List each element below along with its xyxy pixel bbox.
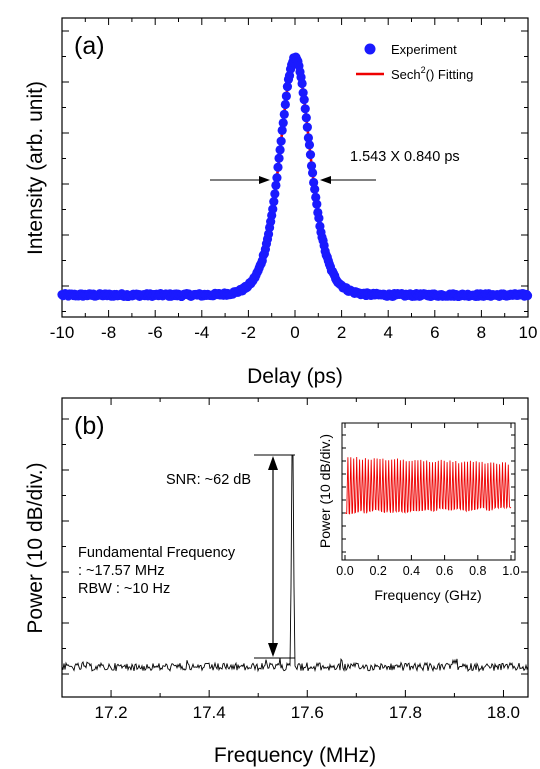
experiment-point xyxy=(277,125,287,136)
fitting-curve xyxy=(62,56,528,297)
experiment-point xyxy=(270,189,280,199)
panel-a-label: (a) xyxy=(74,32,105,60)
experiment-point xyxy=(275,145,285,155)
legend-label-fitting-main: Sech xyxy=(391,67,421,82)
inset-x-tick-label: 0.0 xyxy=(336,564,353,578)
experiment-point xyxy=(307,168,318,178)
legend-label-fitting-rest: () Fitting xyxy=(426,67,474,82)
inset-spectrum-series xyxy=(344,456,512,515)
b-x-tick-label: 17.2 xyxy=(95,703,128,722)
inset-ticks xyxy=(342,423,515,560)
inset-x-tick-labels: 0.0 0.2 0.4 0.6 0.8 1.0 xyxy=(336,564,519,578)
a-x-tick-label: -6 xyxy=(148,323,163,342)
experiment-point xyxy=(311,192,321,202)
experiment-point xyxy=(302,122,312,132)
experiment-point xyxy=(281,91,291,101)
panel-a-x-tick-labels: -10 -8 -6 -4 -2 0 2 4 6 8 10 xyxy=(50,323,538,342)
inset-x-tick-label: 0.6 xyxy=(436,564,453,578)
a-x-tick-label: 2 xyxy=(337,323,346,342)
experiment-point xyxy=(276,136,286,146)
inset-x-axis-label: Frequency (GHz) xyxy=(374,587,481,603)
experiment-point xyxy=(297,78,307,89)
panel-a-experiment-series xyxy=(57,52,533,302)
inset-chart: 0.0 0.2 0.4 0.6 0.8 1.0 Frequency (GHz) Power… xyxy=(317,422,520,603)
panel-b-label: (b) xyxy=(74,412,105,440)
b-x-tick-label: 17.8 xyxy=(389,703,422,722)
a-x-tick-label: 8 xyxy=(477,323,486,342)
experiment-point xyxy=(306,161,317,171)
panel-a-ticks xyxy=(61,18,529,317)
inset-y-axis-label: Power (10 dB/div.) xyxy=(317,434,333,548)
panel-b-ticks xyxy=(61,398,528,697)
a-x-tick-label: 10 xyxy=(519,323,538,342)
panel-a-legend: Experiment Sech2() Fitting xyxy=(356,42,473,82)
panel-b-x-tick-labels: 17.2 17.4 17.6 17.8 18.0 xyxy=(95,703,521,722)
panel-b-spectrum-series xyxy=(61,454,529,673)
experiment-point xyxy=(310,184,320,194)
snr-arrowhead-up xyxy=(268,456,278,470)
legend-label-fitting: Sech2() Fitting xyxy=(391,65,473,82)
a-x-tick-label: -10 xyxy=(50,323,75,342)
inset-x-tick-label: 0.2 xyxy=(370,564,387,578)
a-x-tick-label: -4 xyxy=(194,323,209,342)
rbw-annotation: RBW : ~10 Hz xyxy=(78,581,170,597)
legend-label-experiment: Experiment xyxy=(391,42,457,57)
experiment-point xyxy=(272,173,282,183)
fwhm-annotation-text: 1.543 X 0.840 ps xyxy=(350,149,460,165)
experiment-point xyxy=(312,199,322,209)
experiment-point xyxy=(300,104,310,114)
a-x-tick-label: 0 xyxy=(290,323,299,342)
b-x-tick-label: 18.0 xyxy=(487,703,520,722)
inset-x-tick-label: 1.0 xyxy=(502,564,519,578)
fundamental-annotation-line1: Fundamental Frequency xyxy=(78,545,236,561)
fwhm-arrowhead-right xyxy=(320,176,331,184)
experiment-point xyxy=(304,140,315,150)
experiment-point xyxy=(522,291,533,301)
panel-b-y-axis-label: Power (10 dB/div.) xyxy=(24,462,47,633)
a-x-tick-label: 4 xyxy=(383,323,392,342)
fundamental-annotation-line2: : ~17.57 MHz xyxy=(78,563,165,579)
fwhm-arrowhead-left xyxy=(259,176,270,184)
inset-x-tick-label: 0.4 xyxy=(403,564,420,578)
panel-b: 17.2 17.4 17.6 17.8 18.0 (b) Frequency (MHz)… xyxy=(24,397,529,767)
experiment-point xyxy=(271,180,281,190)
inset-x-tick-label: 0.8 xyxy=(469,564,486,578)
inset-harmonic-trace xyxy=(344,456,512,515)
experiment-point xyxy=(314,213,324,223)
panel-a-x-axis-label: Delay (ps) xyxy=(247,365,343,388)
experiment-point xyxy=(303,133,313,143)
snr-arrowhead-down xyxy=(268,643,278,657)
snr-annotation: SNR: ~62 dB xyxy=(166,472,251,488)
experiment-point xyxy=(273,162,283,172)
experiment-point xyxy=(280,99,290,110)
panel-a: -10 -8 -6 -4 -2 0 2 4 6 8 10 (a) Delay (ps) Intens… xyxy=(24,17,538,388)
experiment-point xyxy=(305,150,316,160)
experiment-point xyxy=(274,153,284,163)
experiment-point xyxy=(279,109,289,119)
experiment-point xyxy=(299,94,309,105)
experiment-point xyxy=(278,118,288,128)
a-x-tick-label: 6 xyxy=(430,323,439,342)
experiment-point xyxy=(298,88,308,98)
b-x-tick-label: 17.6 xyxy=(291,703,324,722)
experiment-point xyxy=(301,113,311,123)
b-x-tick-label: 17.4 xyxy=(193,703,226,722)
fwhm-annotation: 1.543 X 0.840 ps xyxy=(210,149,460,184)
spectrum-trace xyxy=(61,454,529,673)
snr-arrow xyxy=(254,454,295,659)
a-x-tick-label: -8 xyxy=(101,323,116,342)
legend-label-fitting-sup: 2 xyxy=(421,65,426,75)
legend-marker-experiment xyxy=(364,43,376,55)
panel-a-y-axis-label: Intensity (arb. unit) xyxy=(24,81,47,255)
experiment-point xyxy=(268,204,278,214)
panel-a-fit-series xyxy=(62,56,528,297)
experiment-point xyxy=(282,82,293,92)
panel-b-frame xyxy=(61,397,529,698)
panel-b-x-axis-label: Frequency (MHz) xyxy=(214,744,376,767)
a-x-tick-label: -2 xyxy=(241,323,256,342)
experiment-point xyxy=(269,196,279,207)
